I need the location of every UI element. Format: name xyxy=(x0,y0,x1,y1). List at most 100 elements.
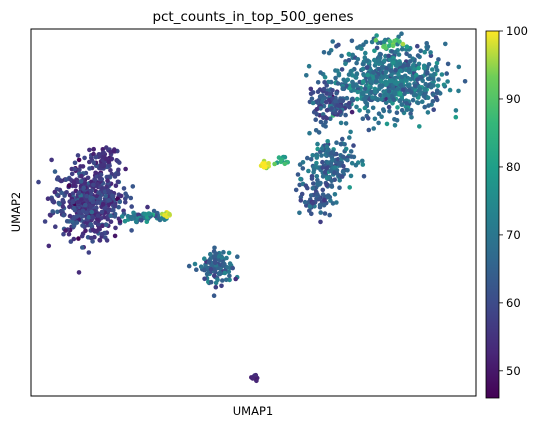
cell-point xyxy=(409,90,414,95)
colorbar-tick-label: 90 xyxy=(506,92,521,106)
cell-point xyxy=(328,150,334,156)
cell-point xyxy=(387,57,393,62)
cell-point xyxy=(347,100,352,106)
cell-point xyxy=(416,65,421,71)
cell-point xyxy=(211,273,217,279)
cell-point xyxy=(320,165,325,170)
cell-point xyxy=(323,119,328,125)
cell-point xyxy=(95,200,100,205)
cell-point xyxy=(74,220,80,225)
cell-point xyxy=(80,245,85,250)
cell-point xyxy=(445,79,450,84)
cell-point xyxy=(383,45,388,51)
cell-point xyxy=(88,196,93,201)
cell-point xyxy=(233,276,238,282)
cell-point xyxy=(208,251,213,257)
cell-point xyxy=(415,43,420,49)
cell-point xyxy=(70,199,76,205)
cell-point xyxy=(327,212,333,218)
cell-point xyxy=(425,44,431,49)
cell-point xyxy=(309,176,315,181)
cell-point xyxy=(318,106,323,111)
cell-point xyxy=(108,213,113,218)
cell-point xyxy=(100,202,106,207)
cell-point xyxy=(410,75,416,80)
cell-point xyxy=(82,180,88,185)
cell-point xyxy=(378,92,383,98)
x-axis-label: UMAP1 xyxy=(233,404,273,418)
cell-point xyxy=(159,216,165,221)
cell-point xyxy=(129,204,134,209)
cell-point xyxy=(376,111,382,116)
cell-point xyxy=(307,204,313,209)
cell-point xyxy=(61,231,66,237)
cell-point xyxy=(299,191,305,197)
cell-point xyxy=(338,141,344,147)
cell-point xyxy=(332,192,338,197)
cell-point xyxy=(88,221,94,227)
cell-point xyxy=(346,72,352,77)
cell-point xyxy=(298,176,303,182)
cell-point xyxy=(147,211,153,217)
cell-point xyxy=(49,157,54,163)
cell-point xyxy=(399,74,405,80)
cell-point xyxy=(326,79,331,85)
cell-point xyxy=(308,193,314,198)
cell-point xyxy=(318,119,324,125)
cell-point xyxy=(339,174,345,179)
cell-point xyxy=(321,86,327,92)
cell-point xyxy=(354,96,360,102)
cell-point xyxy=(418,48,424,54)
cell-point xyxy=(297,162,303,167)
cell-point xyxy=(116,204,121,210)
cell-point xyxy=(370,95,375,100)
cell-point xyxy=(435,83,441,89)
cell-point xyxy=(399,31,404,36)
cell-point xyxy=(393,49,398,55)
cell-point xyxy=(360,158,365,164)
cell-point xyxy=(372,116,378,122)
cell-point xyxy=(77,210,82,215)
cell-point xyxy=(115,171,121,177)
cell-point xyxy=(371,70,376,75)
cell-point xyxy=(69,171,75,177)
cell-point xyxy=(347,185,353,190)
cell-point xyxy=(80,223,85,228)
cell-point xyxy=(206,260,212,265)
cell-point xyxy=(99,231,105,237)
cell-point xyxy=(426,103,431,108)
cell-point xyxy=(336,72,342,78)
cell-point xyxy=(349,154,354,159)
cell-point xyxy=(365,116,371,121)
cell-point xyxy=(308,86,314,92)
cell-point xyxy=(428,84,434,90)
cell-point xyxy=(347,135,352,140)
cell-point xyxy=(410,97,416,103)
cell-point xyxy=(112,174,118,179)
cell-point xyxy=(76,190,82,196)
cell-point xyxy=(325,139,331,144)
cell-point xyxy=(324,83,330,88)
cell-point xyxy=(112,233,118,239)
cell-point xyxy=(420,99,425,104)
cell-point xyxy=(382,58,387,63)
cell-point xyxy=(329,178,334,184)
cell-point xyxy=(447,87,453,93)
cell-point xyxy=(428,50,433,55)
cell-point xyxy=(250,376,255,381)
cell-point xyxy=(311,181,316,186)
cell-point xyxy=(413,83,418,89)
cell-point xyxy=(362,105,368,111)
cell-point xyxy=(334,91,339,96)
cell-point xyxy=(326,147,331,153)
cell-point xyxy=(318,70,323,75)
cell-point xyxy=(110,193,115,198)
cell-point xyxy=(67,204,72,210)
cell-point xyxy=(384,121,390,127)
cell-point xyxy=(376,67,382,72)
cell-point xyxy=(415,77,420,82)
cell-point xyxy=(117,160,122,165)
cell-point xyxy=(343,61,348,67)
cell-point xyxy=(60,197,66,203)
cell-point xyxy=(422,86,428,92)
